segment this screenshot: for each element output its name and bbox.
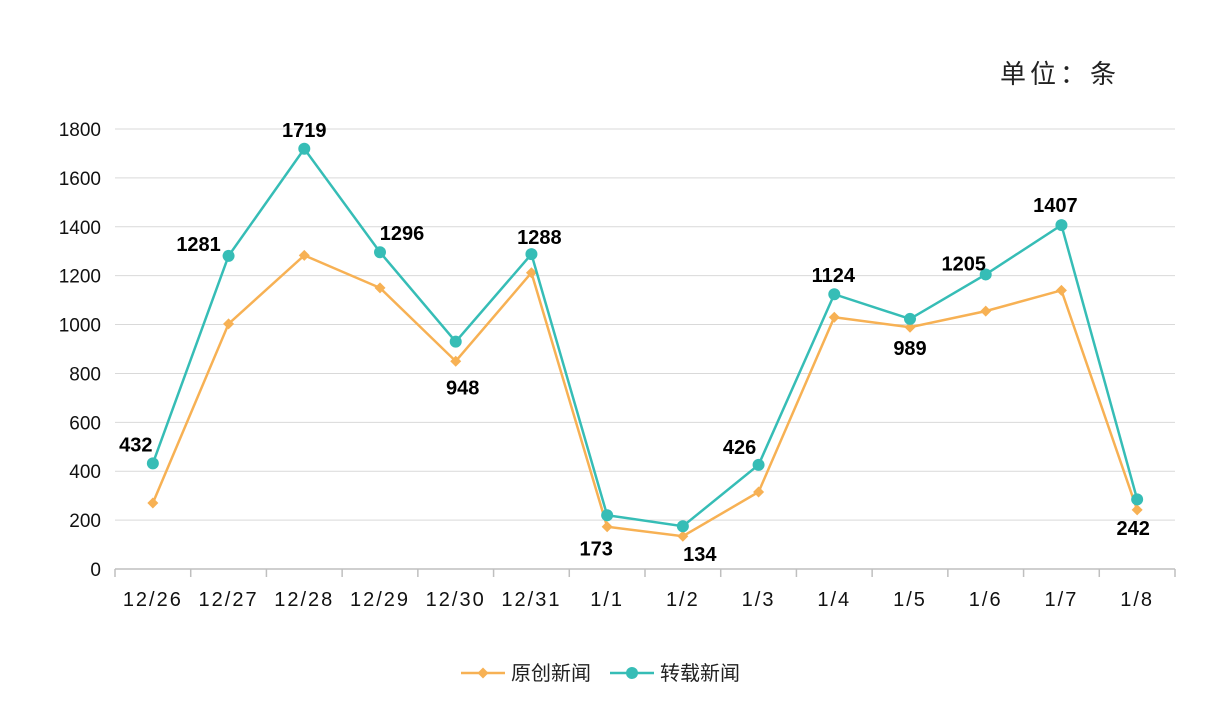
legend-marker [626, 667, 638, 679]
data-point [298, 142, 311, 155]
x-tick-label: 1/3 [742, 589, 776, 611]
data-label: 1288 [517, 227, 562, 249]
y-tick-label: 800 [69, 364, 101, 385]
data-point [752, 458, 765, 471]
x-tick-label: 1/2 [666, 589, 700, 611]
data-point [449, 335, 462, 348]
data-point [223, 318, 235, 330]
legend-item-1: 原创新闻 [461, 661, 591, 685]
x-tick-label: 12/31 [501, 589, 561, 611]
x-tick-label: 12/28 [274, 589, 334, 611]
x-tick-label: 1/7 [1045, 589, 1079, 611]
x-tick-label: 1/1 [590, 589, 624, 611]
y-tick-label: 1000 [59, 316, 101, 337]
x-tick-label: 12/27 [199, 589, 259, 611]
data-label: 1719 [282, 120, 327, 142]
series-1 [147, 249, 1143, 542]
x-tick-label: 1/6 [969, 589, 1003, 611]
data-point [677, 530, 689, 542]
y-tick-label: 0 [90, 560, 101, 581]
x-tick-label: 1/8 [1120, 589, 1154, 611]
data-point [1131, 493, 1144, 506]
data-point [601, 509, 614, 522]
data-point [222, 249, 235, 262]
data-point [904, 312, 916, 325]
data-point [828, 311, 840, 323]
data-label: 432 [119, 434, 152, 456]
data-point [298, 249, 310, 261]
data-point [525, 248, 538, 261]
data-point [904, 321, 916, 333]
data-point [601, 521, 613, 533]
y-tick-label: 1600 [59, 169, 101, 190]
legend-marker [477, 667, 489, 679]
data-label: 426 [723, 437, 756, 459]
axes: 0 200 400 600 800 1000 1200 1400 1600 1800 12/26 12… [59, 120, 1176, 611]
data-point [374, 246, 386, 259]
data-label: 1205 [941, 253, 986, 275]
data-label: 1296 [380, 223, 425, 245]
data-point [753, 486, 765, 498]
data-point [979, 268, 992, 281]
data-labels: 173 134 989 242 432 1281 1719 1296 948 1288 426 112… [119, 120, 1150, 566]
data-label: 1281 [176, 234, 221, 256]
gridlines [115, 128, 1175, 521]
data-label: 134 [683, 544, 717, 566]
data-point [374, 282, 386, 294]
legend: 原创新闻 转载新闻 [461, 661, 740, 685]
data-point [525, 267, 537, 279]
x-tick-label: 12/30 [426, 589, 486, 611]
data-label: 989 [893, 338, 926, 360]
data-label: 1407 [1033, 195, 1078, 217]
data-point [147, 497, 159, 509]
data-point [1055, 219, 1068, 232]
series-layer [146, 142, 1144, 542]
data-label: 173 [579, 539, 612, 561]
data-point [980, 305, 992, 317]
y-tick-label: 600 [69, 413, 101, 434]
data-point [450, 355, 462, 367]
data-label: 242 [1116, 518, 1149, 540]
data-point [1131, 504, 1143, 516]
data-point [1055, 284, 1067, 296]
x-tick-label: 1/5 [893, 589, 927, 611]
data-label: 1124 [812, 265, 856, 287]
legend-label: 转载新闻 [660, 661, 740, 685]
series-2 [146, 142, 1144, 533]
legend-item-2: 转载新闻 [610, 661, 740, 685]
unit-label: 单位：条 [1000, 60, 1121, 90]
y-tick-label: 400 [69, 462, 101, 483]
y-tick-label: 1400 [59, 218, 101, 239]
y-tick-label: 200 [69, 511, 101, 532]
x-tick-label: 1/4 [817, 589, 851, 611]
data-label: 948 [446, 378, 479, 400]
data-point [676, 520, 689, 533]
data-point [828, 288, 841, 301]
series-line [151, 253, 1139, 538]
series-line [151, 146, 1139, 528]
y-tick-label: 1800 [59, 120, 101, 141]
x-tick-label: 12/29 [350, 589, 410, 611]
legend-label: 原创新闻 [511, 661, 591, 685]
data-point [146, 457, 159, 470]
y-tick-label: 1200 [59, 267, 101, 288]
x-tick-label: 12/26 [123, 589, 183, 611]
